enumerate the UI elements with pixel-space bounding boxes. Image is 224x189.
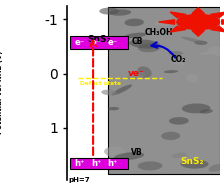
Ellipse shape: [199, 51, 220, 55]
Text: h⁺: h⁺: [91, 159, 101, 168]
Polygon shape: [192, 8, 205, 14]
Text: CO₂: CO₂: [171, 55, 186, 64]
Ellipse shape: [129, 40, 160, 49]
Y-axis label: Potential vs. NHE (V): Potential vs. NHE (V): [0, 51, 3, 134]
Bar: [70, 158, 128, 169]
Ellipse shape: [170, 60, 185, 65]
Ellipse shape: [125, 19, 144, 26]
Bar: [108, 7, 220, 174]
Ellipse shape: [138, 43, 161, 52]
Text: SnS₂: SnS₂: [180, 157, 204, 166]
Text: VB: VB: [131, 148, 143, 157]
Text: e⁻: e⁻: [108, 38, 118, 47]
Ellipse shape: [127, 72, 145, 80]
Text: Defect state: Defect state: [80, 81, 121, 86]
Ellipse shape: [182, 103, 211, 113]
Ellipse shape: [99, 8, 119, 15]
Ellipse shape: [124, 33, 147, 38]
Ellipse shape: [164, 70, 178, 73]
Polygon shape: [222, 20, 224, 24]
Circle shape: [177, 14, 220, 29]
Bar: [70, 36, 128, 49]
Ellipse shape: [169, 51, 183, 56]
Text: SnS₂: SnS₂: [87, 35, 111, 44]
Ellipse shape: [114, 152, 144, 160]
Polygon shape: [170, 12, 186, 18]
Polygon shape: [159, 20, 175, 24]
Text: ve⁻: ve⁻: [128, 69, 145, 78]
Text: pH=7: pH=7: [69, 177, 90, 183]
Ellipse shape: [110, 9, 131, 16]
Text: CH₃OH: CH₃OH: [144, 28, 173, 37]
Ellipse shape: [172, 153, 187, 158]
Text: h⁺: h⁺: [74, 159, 85, 168]
Ellipse shape: [137, 66, 152, 78]
Ellipse shape: [186, 74, 199, 83]
Ellipse shape: [200, 109, 213, 114]
Ellipse shape: [101, 90, 117, 95]
Text: e⁻: e⁻: [74, 38, 84, 47]
Ellipse shape: [169, 117, 189, 125]
Ellipse shape: [209, 164, 224, 172]
Polygon shape: [170, 26, 186, 32]
Ellipse shape: [112, 84, 132, 95]
Polygon shape: [210, 26, 224, 32]
Ellipse shape: [181, 159, 209, 169]
Ellipse shape: [194, 41, 207, 45]
Polygon shape: [210, 12, 224, 18]
Text: e⁻: e⁻: [91, 38, 101, 47]
Ellipse shape: [161, 132, 180, 140]
Ellipse shape: [155, 19, 181, 26]
Text: h⁺: h⁺: [108, 159, 118, 168]
Text: CB: CB: [131, 37, 142, 46]
Ellipse shape: [108, 107, 119, 110]
Ellipse shape: [138, 161, 162, 170]
Polygon shape: [192, 30, 205, 36]
Ellipse shape: [208, 47, 224, 57]
Ellipse shape: [104, 147, 125, 157]
Ellipse shape: [181, 37, 207, 44]
